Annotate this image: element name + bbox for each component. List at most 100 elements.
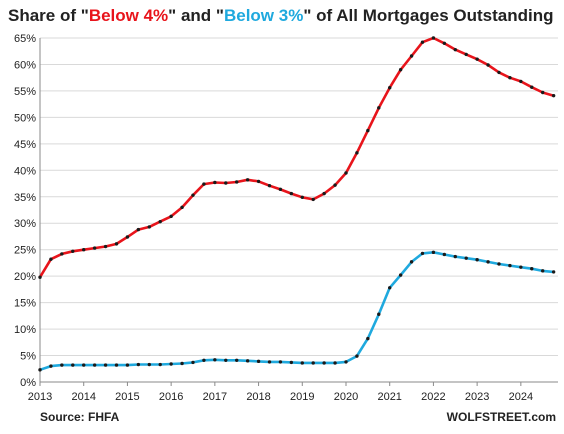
data-point-below4	[191, 193, 195, 197]
data-point-below3	[103, 363, 108, 367]
data-point-below3	[486, 260, 490, 264]
data-point-below4	[60, 252, 64, 256]
data-point-below3	[267, 360, 272, 364]
data-point-below4	[475, 57, 479, 61]
x-tick-label: 2019	[290, 391, 314, 403]
y-tick-label: 40%	[14, 165, 36, 177]
data-point-below4	[180, 205, 184, 210]
data-point-below3	[377, 312, 381, 316]
y-tick-label: 55%	[14, 86, 36, 98]
y-tick-label: 35%	[14, 192, 36, 204]
grid-lines	[40, 37, 558, 357]
data-point-below3	[60, 363, 64, 367]
x-tick-label: 2013	[28, 391, 52, 403]
data-point-below4	[344, 171, 348, 175]
x-tick-label: 2020	[334, 391, 358, 403]
data-point-below4	[289, 191, 294, 196]
data-point-below4	[508, 75, 512, 80]
data-point-below4	[158, 219, 162, 224]
data-point-below4	[125, 235, 130, 239]
data-point-below4	[551, 93, 556, 98]
data-point-below4	[49, 257, 53, 261]
data-point-below4	[202, 182, 206, 186]
data-point-below4	[377, 106, 381, 110]
data-point-below3	[366, 336, 370, 341]
y-tick-label: 30%	[14, 218, 36, 230]
data-point-below4	[256, 179, 261, 184]
data-point-below4	[245, 178, 250, 182]
data-point-below3	[147, 362, 151, 367]
data-point-below4	[486, 63, 490, 67]
x-tick-label: 2023	[465, 391, 489, 403]
data-point-below4	[169, 214, 173, 219]
x-tick-label: 2014	[71, 391, 95, 403]
data-point-below3	[114, 363, 119, 367]
data-point-below3	[169, 362, 173, 366]
data-point-below3	[355, 354, 359, 358]
title-prefix: Share of "	[8, 6, 89, 25]
data-point-below3	[202, 358, 206, 363]
data-point-below3	[322, 361, 326, 365]
series	[38, 36, 556, 372]
data-point-below3	[300, 361, 304, 365]
data-point-below3	[519, 265, 523, 269]
data-point-below3	[551, 270, 556, 274]
data-point-below3	[38, 368, 42, 372]
data-point-below3	[475, 258, 479, 262]
data-point-below3	[49, 364, 53, 368]
data-point-below4	[519, 79, 523, 84]
data-point-below4	[366, 128, 370, 133]
data-point-below4	[136, 227, 141, 232]
data-point-below3	[213, 358, 217, 362]
data-point-below4	[497, 70, 501, 75]
series-line-below3	[39, 251, 554, 372]
data-point-below3	[125, 363, 130, 367]
data-point-below3	[92, 363, 97, 367]
data-point-below3	[530, 267, 534, 271]
data-point-below3	[442, 252, 447, 257]
data-point-below4	[311, 197, 315, 202]
y-tick-label: 25%	[14, 245, 36, 257]
data-point-below3	[541, 269, 545, 273]
title-middle: " and "	[168, 6, 224, 25]
x-tick-label: 2024	[509, 391, 533, 403]
y-tick-label: 65%	[14, 33, 36, 45]
data-point-below4	[147, 225, 151, 229]
y-tick-label: 50%	[14, 112, 36, 124]
data-point-below3	[136, 362, 141, 367]
data-point-below3	[311, 361, 315, 365]
data-point-below3	[420, 251, 425, 256]
data-point-below4	[71, 249, 75, 253]
data-point-below3	[180, 361, 184, 366]
x-tick-label: 2018	[246, 391, 270, 403]
tick-labels: 0% 5% 10% 15% 20% 25% 30% 35% 40% 45% 50% 55% 60% 65%…	[14, 33, 533, 403]
x-tick-label: 2021	[377, 391, 401, 403]
data-point-below4	[322, 191, 326, 196]
data-point-below4	[453, 47, 457, 52]
data-point-below3	[235, 358, 239, 363]
y-tick-label: 10%	[14, 324, 36, 336]
data-point-below3	[409, 260, 414, 264]
brand-watermark: WOLFSTREET.com	[446, 410, 556, 424]
data-point-below3	[497, 262, 501, 266]
data-point-below4	[464, 52, 468, 57]
data-point-below4	[224, 181, 228, 185]
data-point-below3	[82, 363, 86, 367]
y-tick-label: 20%	[14, 271, 36, 283]
series-line-below4	[38, 36, 554, 278]
data-point-below3	[158, 362, 162, 367]
title-suffix: " of All Mortgages Outstanding	[303, 6, 554, 25]
data-point-below4	[114, 242, 119, 246]
data-point-below4	[530, 85, 534, 89]
data-point-below3	[256, 359, 261, 364]
y-tick-label: 5%	[20, 351, 36, 363]
data-point-below4	[103, 244, 108, 249]
data-point-below4	[267, 183, 272, 188]
y-tick-label: 0%	[20, 377, 36, 389]
y-tick-label: 15%	[14, 298, 36, 310]
data-point-below4	[213, 180, 217, 185]
y-tick-label: 45%	[14, 139, 36, 151]
axes	[39, 38, 558, 386]
data-point-below3	[388, 286, 392, 290]
